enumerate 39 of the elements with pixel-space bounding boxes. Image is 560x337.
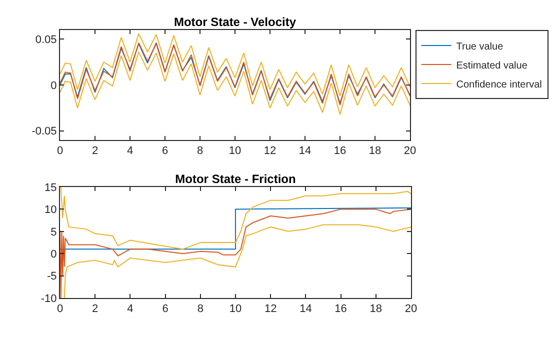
x-tick-label: 12 xyxy=(264,145,276,158)
x-tick-label: 10 xyxy=(229,303,242,316)
line-series xyxy=(64,224,411,298)
x-tick-label: 6 xyxy=(162,303,168,316)
y-tick-label: 0 xyxy=(50,80,57,92)
line-series xyxy=(60,187,411,250)
x-tick-label: 10 xyxy=(228,145,242,158)
x-tick-label: 18 xyxy=(368,145,382,158)
x-tick-label: 14 xyxy=(300,303,312,316)
y-tick-label: 0.05 xyxy=(35,34,57,46)
x-tick-label: 14 xyxy=(298,145,312,158)
x-tick-label: 4 xyxy=(126,145,134,158)
y-tick-label: -0.05 xyxy=(32,126,57,138)
chart-title: Motor State - Friction xyxy=(175,172,296,186)
legend-label: Confidence interval xyxy=(456,79,542,90)
legend-label: True value xyxy=(456,41,504,52)
x-tick-label: 18 xyxy=(370,303,382,316)
y-tick-label: 0 xyxy=(50,248,57,260)
x-tick-label: 20 xyxy=(404,145,416,158)
x-tick-label: 16 xyxy=(334,303,347,316)
x-tick-label: 2 xyxy=(92,303,98,316)
y-tick-label: -10 xyxy=(40,292,57,305)
x-tick-label: 4 xyxy=(127,303,134,316)
x-tick-label: 2 xyxy=(92,145,98,158)
x-tick-label: 12 xyxy=(264,303,277,316)
x-tick-label: 8 xyxy=(197,303,204,316)
y-tick-label: -5 xyxy=(47,270,57,283)
chart-title: Motor State - Velocity xyxy=(174,15,296,29)
x-tick-label: 6 xyxy=(162,145,168,158)
x-tick-label: 20 xyxy=(404,303,418,316)
x-tick-label: 16 xyxy=(334,145,346,158)
y-tick-label: 5 xyxy=(50,226,57,238)
line-series xyxy=(60,52,410,115)
line-series xyxy=(60,33,410,96)
x-tick-label: 8 xyxy=(196,145,204,158)
line-series xyxy=(60,208,411,298)
y-tick-label: 10 xyxy=(44,204,57,216)
y-tick-label: 15 xyxy=(44,182,57,194)
legend-label: Estimated value xyxy=(456,60,528,72)
